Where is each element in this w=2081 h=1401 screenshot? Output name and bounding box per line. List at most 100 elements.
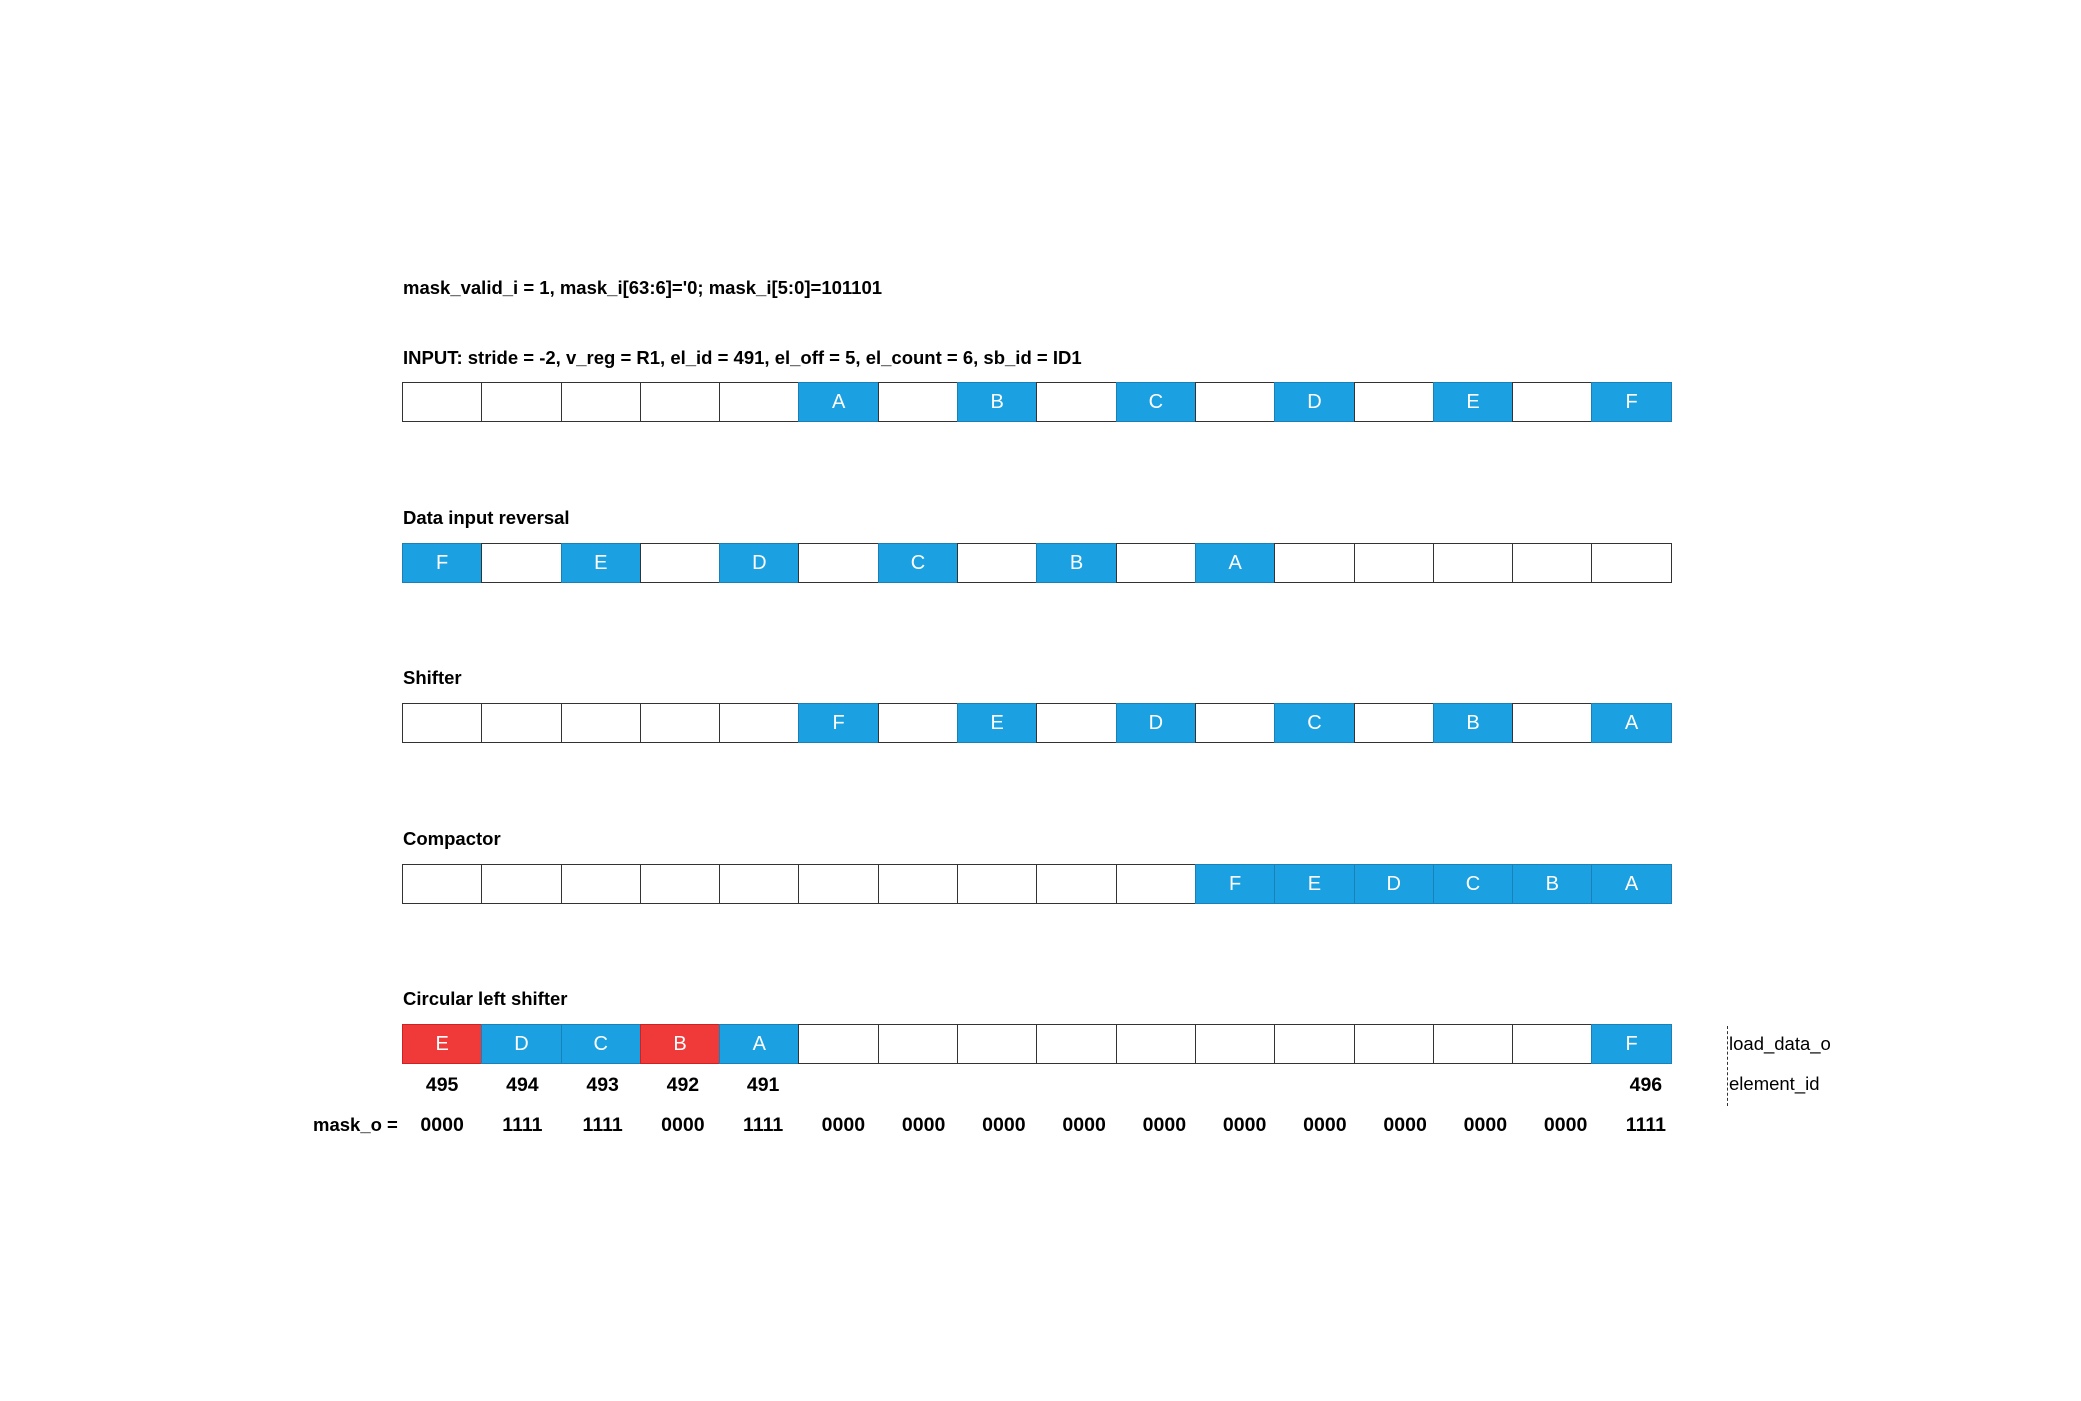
mask-output-value: 0000 [1142,1114,1187,1136]
register-cell [1512,543,1593,583]
mask-input-line: mask_valid_i = 1, mask_i[63:6]='0; mask_… [403,277,883,298]
element-id-value [1205,1076,1285,1096]
register-cell: B [639,1024,721,1064]
mask-output-value: 1111 [1625,1114,1666,1136]
register-cell [481,703,562,743]
register-cell: B [1432,703,1514,743]
register-cell [1115,543,1196,583]
register-cell [1036,1024,1117,1064]
register-cell [798,1024,879,1064]
register-cell: A [1194,543,1276,583]
register-cell [1353,543,1434,583]
register-cell [402,864,483,904]
stage-label-input: INPUT: stride = -2, v_reg = R1, el_id = … [403,347,1082,368]
mask-output-value: 0000 [1383,1114,1427,1136]
element-id-value [803,1076,883,1096]
register-cell: C [560,1024,641,1064]
register-cell: B [957,382,1038,422]
register-cell [639,703,721,743]
register-cell: B [1512,864,1593,904]
register-cell [1432,543,1514,583]
element-id-value [884,1076,964,1096]
register-cell: F [1591,1024,1672,1064]
element-id-value: 494 [506,1074,539,1096]
register-cell [1512,382,1593,422]
register-cell [877,1024,959,1064]
register-cell [798,864,879,904]
register-cell [560,864,641,904]
register-cell [639,382,721,422]
register-cell: A [1591,703,1672,743]
register-cell [481,864,562,904]
register-cell [402,703,483,743]
register-cell: C [1432,864,1514,904]
register-cell: F [798,703,879,743]
register-cell [1591,543,1672,583]
register-cell [719,703,800,743]
register-cell [1194,703,1276,743]
register-cell [1274,1024,1355,1064]
register-cell [560,703,641,743]
element-id-value: 492 [666,1074,700,1096]
register-cell [877,703,959,743]
register-cell: D [1353,864,1434,904]
register-cell [1036,382,1117,422]
register-cell [1274,543,1355,583]
register-cell: E [1432,382,1514,422]
register-cell: E [560,543,641,583]
stage-label-shifter: Shifter [403,667,462,688]
mask-output-value: 0000 [982,1114,1026,1136]
mask-output-value: 1111 [502,1114,543,1136]
element-id-value [1445,1076,1525,1096]
register-cell: B [1036,543,1117,583]
register-cell [1194,1024,1276,1064]
mask-output-value: 1111 [582,1114,623,1136]
register-cell [481,543,562,583]
register-cell [402,382,483,422]
mask-output-value: 0000 [821,1114,866,1136]
register-cell: A [1591,864,1672,904]
stage-label-reversal: Data input reversal [403,507,570,528]
element-id-value [1124,1076,1204,1096]
stage-label-circular-shifter: Circular left shifter [403,988,568,1009]
register-cell: C [1274,703,1355,743]
mask-output-value: 0000 [661,1114,705,1136]
register-cell [877,382,959,422]
register-cell [1353,382,1434,422]
register-cell: C [1115,382,1196,422]
register-cell [1512,1024,1593,1064]
register-cell: A [719,1024,800,1064]
register-cell: E [402,1024,483,1064]
mask-output-value: 1111 [743,1114,784,1136]
register-cell [1115,864,1196,904]
element-id-value: 496 [1629,1074,1663,1096]
register-cell: A [798,382,879,422]
register-cell [1194,382,1276,422]
mask-output-value: 0000 [1303,1114,1347,1136]
register-cell [957,864,1038,904]
mask-output-value: 0000 [1062,1114,1106,1136]
mask-output-value: 0000 [901,1114,946,1136]
register-cell [1036,703,1117,743]
register-cell: D [1115,703,1196,743]
register-cell [798,543,879,583]
element-id-value: 493 [586,1074,619,1096]
element-id-value [964,1076,1044,1096]
register-cell [957,543,1038,583]
mask-output-row: 0000 1111 1111 0000 1111 0000 0000 0000 0000 0000… [402,1114,1686,1136]
register-cell [481,382,562,422]
register-cell [1115,1024,1196,1064]
mask-output-value: 0000 [1463,1114,1508,1136]
mask-output-value: 0000 [1543,1114,1588,1136]
register-cell [1432,1024,1514,1064]
register-cell [1512,703,1593,743]
element-id-value [1526,1076,1606,1096]
register-cell [1036,864,1117,904]
mask-output-prefix: mask_o = [313,1114,398,1135]
register-cell: F [1194,864,1276,904]
register-cell: D [481,1024,562,1064]
register-cell [719,382,800,422]
register-cell [1353,703,1434,743]
